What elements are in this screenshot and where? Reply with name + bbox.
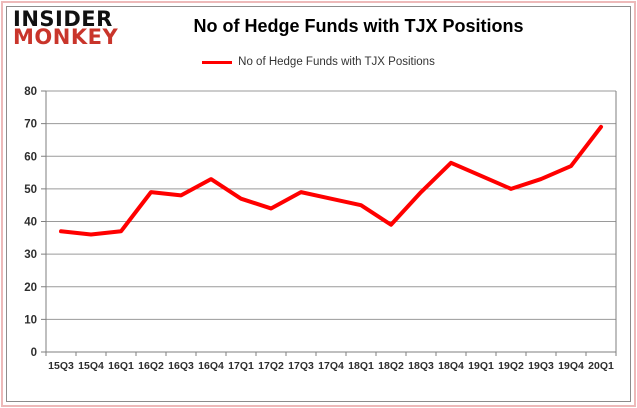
chart-title: No of Hedge Funds with TJX Positions [193, 16, 524, 36]
legend-label: No of Hedge Funds with TJX Positions [238, 56, 435, 68]
svg-text:16Q1: 16Q1 [108, 360, 134, 372]
svg-text:17Q1: 17Q1 [228, 360, 254, 372]
svg-text:18Q1: 18Q1 [348, 360, 374, 372]
svg-text:16Q4: 16Q4 [198, 360, 224, 372]
svg-text:19Q1: 19Q1 [468, 360, 494, 372]
legend-line-marker [202, 60, 233, 64]
svg-text:18Q3: 18Q3 [408, 360, 434, 372]
svg-text:16Q3: 16Q3 [168, 360, 194, 372]
svg-text:60: 60 [24, 151, 37, 163]
svg-text:20: 20 [24, 282, 37, 294]
logo-text-monkey: MONKEY [13, 24, 119, 49]
y-axis-labels: 0 10 20 30 40 50 60 70 80 [24, 86, 37, 359]
logo-text-insider: INSIDER [13, 7, 113, 31]
svg-text:18Q2: 18Q2 [378, 360, 404, 372]
svg-text:15Q4: 15Q4 [78, 360, 104, 372]
svg-text:40: 40 [24, 217, 37, 229]
svg-text:30: 30 [24, 249, 37, 261]
svg-text:19Q2: 19Q2 [498, 360, 524, 372]
chart-legend: No of Hedge Funds with TJX Positions [0, 56, 637, 68]
svg-text:80: 80 [24, 86, 37, 98]
svg-text:17Q2: 17Q2 [258, 360, 284, 372]
svg-text:20Q1: 20Q1 [588, 360, 614, 372]
svg-text:15Q3: 15Q3 [48, 360, 74, 372]
svg-text:17Q3: 17Q3 [288, 360, 314, 372]
svg-text:18Q4: 18Q4 [438, 360, 464, 372]
x-axis-labels: 15Q3 15Q4 16Q1 16Q2 16Q3 16Q4 17Q1 17Q2 17Q3 17Q4… [48, 360, 614, 372]
svg-text:19Q4: 19Q4 [558, 360, 584, 372]
svg-text:10: 10 [24, 314, 37, 326]
svg-text:0: 0 [31, 347, 37, 359]
svg-text:16Q2: 16Q2 [138, 360, 164, 372]
axis-ticks [41, 90, 617, 356]
svg-text:50: 50 [24, 184, 37, 196]
svg-text:70: 70 [24, 119, 37, 131]
series-line-hedge-funds [59, 124, 603, 237]
svg-text:19Q3: 19Q3 [528, 360, 554, 372]
gridlines [46, 90, 616, 353]
svg-text:17Q4: 17Q4 [318, 360, 344, 372]
insider-monkey-logo: INSIDER MONKEY [13, 7, 119, 49]
